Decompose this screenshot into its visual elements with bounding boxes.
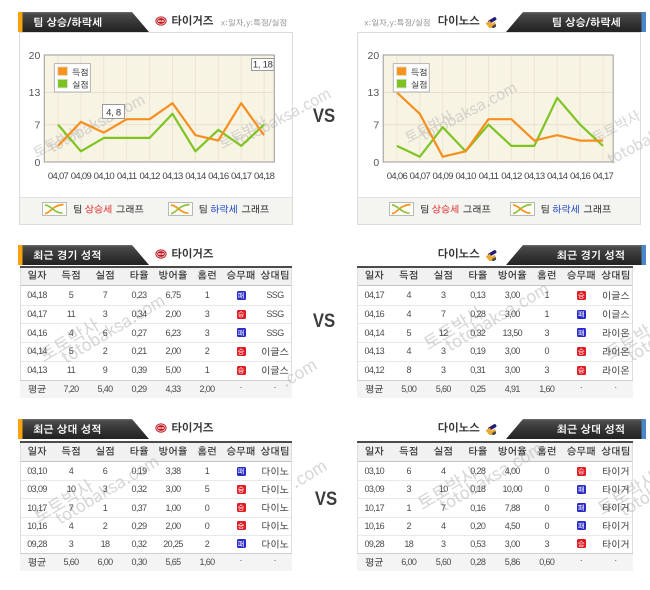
svg-text:7: 7 xyxy=(373,119,379,131)
svg-text:04,13: 04,13 xyxy=(524,171,545,182)
svg-text:04,09: 04,09 xyxy=(433,171,454,182)
svg-text:04,14: 04,14 xyxy=(185,171,206,182)
svg-text:13: 13 xyxy=(368,87,380,99)
svg-text:0: 0 xyxy=(34,157,40,169)
svg-text:04,09: 04,09 xyxy=(71,171,92,182)
svg-text:20: 20 xyxy=(29,50,41,62)
svg-text:04,17: 04,17 xyxy=(593,171,614,182)
svg-text:13: 13 xyxy=(29,87,41,99)
svg-text:04,07: 04,07 xyxy=(48,171,69,182)
svg-text:04,17: 04,17 xyxy=(231,171,252,182)
svg-text:04,11: 04,11 xyxy=(117,171,137,182)
svg-text:04,06: 04,06 xyxy=(387,171,408,182)
svg-text:7: 7 xyxy=(34,119,40,131)
svg-text:04,18: 04,18 xyxy=(254,171,275,182)
svg-text:04,16: 04,16 xyxy=(208,171,229,182)
svg-text:04,16: 04,16 xyxy=(570,171,591,182)
svg-text:04,07: 04,07 xyxy=(410,171,431,182)
svg-text:04,10: 04,10 xyxy=(94,171,115,182)
svg-text:04,12: 04,12 xyxy=(501,171,522,182)
svg-text:04,10: 04,10 xyxy=(455,171,476,182)
svg-text:04,14: 04,14 xyxy=(547,171,568,182)
svg-text:20: 20 xyxy=(368,50,380,62)
svg-text:04,13: 04,13 xyxy=(162,171,183,182)
svg-text:0: 0 xyxy=(373,157,379,169)
svg-text:1, 18: 1, 18 xyxy=(253,59,273,70)
svg-text:04,12: 04,12 xyxy=(139,171,160,182)
svg-text:04,11: 04,11 xyxy=(479,171,499,182)
